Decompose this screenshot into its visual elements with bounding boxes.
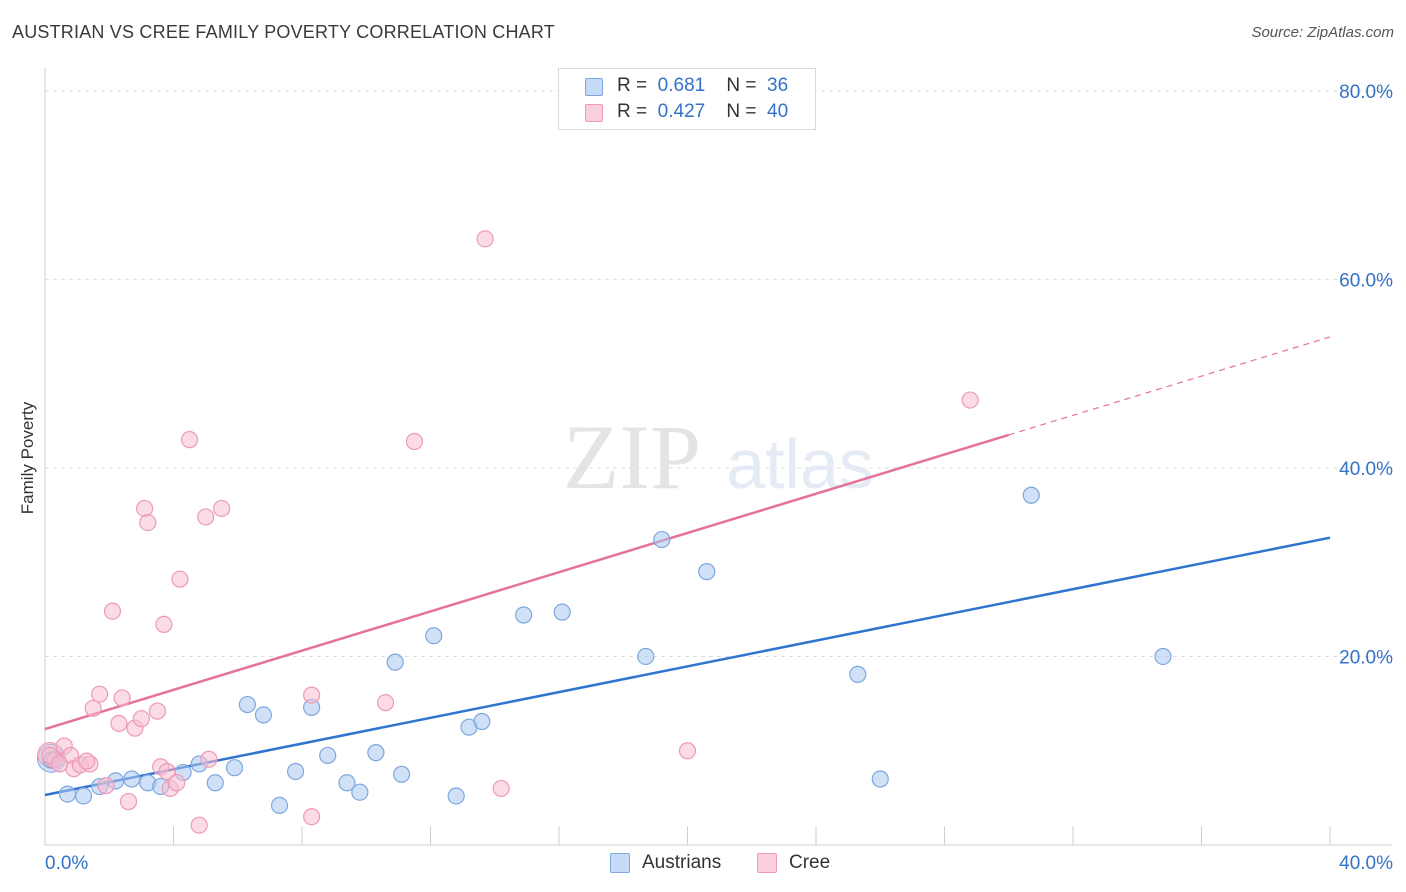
data-point-cree <box>119 793 138 811</box>
data-point-cree <box>376 694 395 712</box>
data-point-cree <box>103 602 122 620</box>
data-point-cree <box>961 391 979 409</box>
data-point-austrians <box>319 746 337 765</box>
data-point-austrians <box>698 563 716 581</box>
y-tick-label: 60.0% <box>1339 270 1393 291</box>
data-point-cree <box>135 499 154 518</box>
data-point-austrians <box>553 603 571 621</box>
data-point-cree <box>132 710 150 728</box>
data-point-austrians <box>849 665 867 683</box>
bottom-legend-swatch-cree <box>757 853 777 873</box>
data-point-austrians <box>473 712 491 731</box>
data-point-austrians <box>515 606 533 624</box>
data-point-austrians <box>637 647 655 666</box>
data-point-cree <box>148 702 167 720</box>
data-point-cree <box>476 230 494 248</box>
watermark: ZIP atlas <box>563 406 874 508</box>
data-point-austrians <box>1022 486 1040 504</box>
data-point-austrians <box>286 762 305 781</box>
data-point-cree <box>113 689 131 707</box>
trend-line-austrians <box>44 536 1331 797</box>
data-point-austrians <box>351 783 369 801</box>
data-point-austrians <box>386 653 404 671</box>
data-point-austrians <box>74 787 93 805</box>
y-tick-label: 20.0% <box>1339 647 1393 668</box>
chart-title: AUSTRIAN VS CREE FAMILY POVERTY CORRELAT… <box>12 22 555 42</box>
data-point-cree <box>78 752 96 770</box>
data-point-cree <box>168 774 186 792</box>
data-point-cree <box>190 816 208 834</box>
trend-line-cree <box>44 433 1010 731</box>
y-tick-label: 80.0% <box>1339 82 1393 103</box>
legend-swatch-austrians <box>585 78 603 96</box>
bottom-legend-label-austrians: Austrians <box>642 852 722 873</box>
data-point-austrians <box>425 627 443 645</box>
trend-lines <box>44 336 1331 797</box>
legend-swatch-cree <box>585 104 603 122</box>
data-point-austrians <box>225 759 244 777</box>
data-point-austrians <box>1154 647 1172 666</box>
y-tick-label: 40.0% <box>1339 459 1393 480</box>
data-point-austrians <box>123 770 141 788</box>
data-point-austrians <box>871 770 889 788</box>
data-point-cree <box>91 685 109 703</box>
data-point-cree <box>197 508 215 526</box>
data-point-austrians <box>447 787 465 805</box>
data-point-cree <box>303 808 321 826</box>
data-point-austrians <box>238 695 256 714</box>
legend-label-cree: R = 0.427 N = 40 <box>617 101 789 122</box>
data-point-cree <box>200 750 218 768</box>
data-point-austrians <box>58 785 77 803</box>
data-point-cree <box>139 514 157 532</box>
trend-extension-cree <box>1008 336 1331 436</box>
data-point-cree <box>303 686 321 704</box>
bottom-legend-label-cree: Cree <box>789 852 831 873</box>
data-point-cree <box>155 615 173 634</box>
data-point-austrians <box>270 796 289 815</box>
data-point-cree <box>110 714 128 732</box>
axes <box>44 68 1392 846</box>
data-point-cree <box>171 570 189 588</box>
bottom-legend-swatch-austrians <box>610 853 630 873</box>
watermark-atlas: atlas <box>726 425 874 503</box>
tick-labels: 20.0% 40.0% 60.0% 80.0% 0.0% 40.0% <box>45 82 1393 874</box>
chart-source: Source: ZipAtlas.com <box>1251 24 1394 41</box>
data-point-cree <box>180 431 199 449</box>
data-point-cree <box>84 699 102 717</box>
data-point-cree <box>213 499 231 518</box>
correlation-legend: R = 0.681 N = 36 R = 0.427 N = 40 <box>558 68 816 130</box>
data-point-austrians <box>392 765 411 783</box>
grid-lines <box>45 90 1392 657</box>
x-tick-label-start: 0.0% <box>45 853 88 874</box>
data-point-cree <box>678 742 697 760</box>
data-point-austrians <box>254 706 273 724</box>
data-points <box>36 230 1172 834</box>
data-point-cree <box>97 777 115 795</box>
x-tick-label-end: 40.0% <box>1339 853 1393 874</box>
data-point-austrians <box>338 774 356 792</box>
data-point-cree <box>50 755 69 773</box>
data-point-austrians <box>206 774 224 792</box>
legend-label-austrians: R = 0.681 N = 36 <box>617 75 789 96</box>
data-point-cree <box>492 779 510 798</box>
watermark-zip: ZIP <box>563 406 701 508</box>
data-point-cree <box>158 762 176 781</box>
data-point-austrians <box>653 530 671 549</box>
data-point-cree <box>405 432 424 451</box>
data-point-austrians <box>367 744 385 762</box>
